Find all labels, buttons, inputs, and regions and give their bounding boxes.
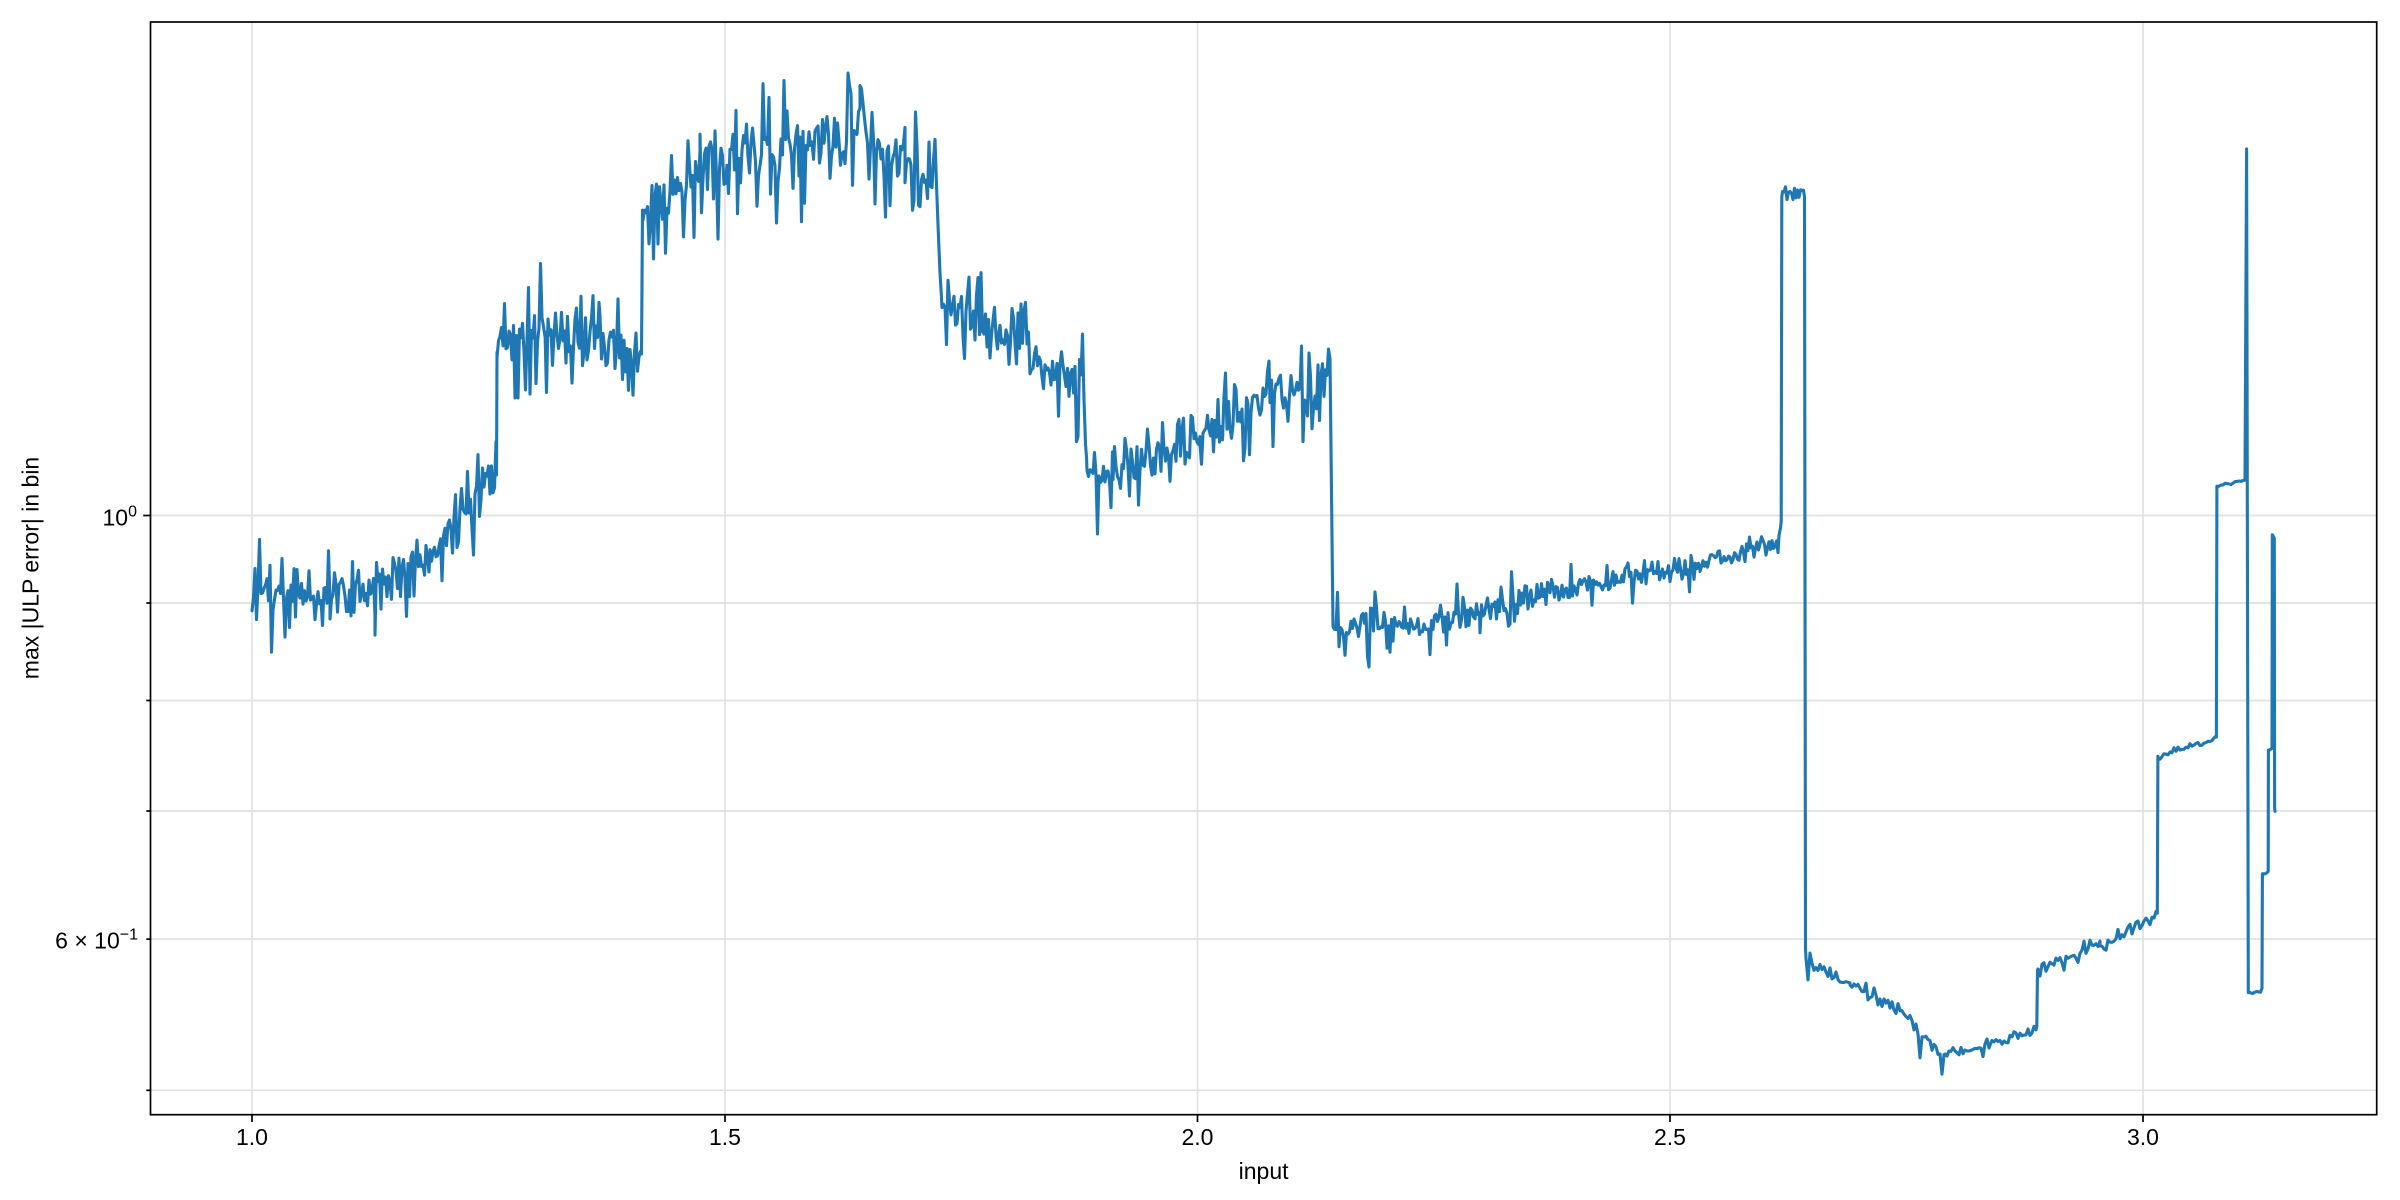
svg-text:1.5: 1.5 xyxy=(709,1124,741,1150)
svg-text:2.5: 2.5 xyxy=(1654,1124,1686,1150)
svg-text:3.0: 3.0 xyxy=(2127,1124,2159,1150)
svg-text:max |ULP error| in bin: max |ULP error| in bin xyxy=(18,457,44,679)
svg-text:2.0: 2.0 xyxy=(1182,1124,1214,1150)
svg-text:1.0: 1.0 xyxy=(236,1124,268,1150)
svg-text:input: input xyxy=(1239,1158,1289,1184)
